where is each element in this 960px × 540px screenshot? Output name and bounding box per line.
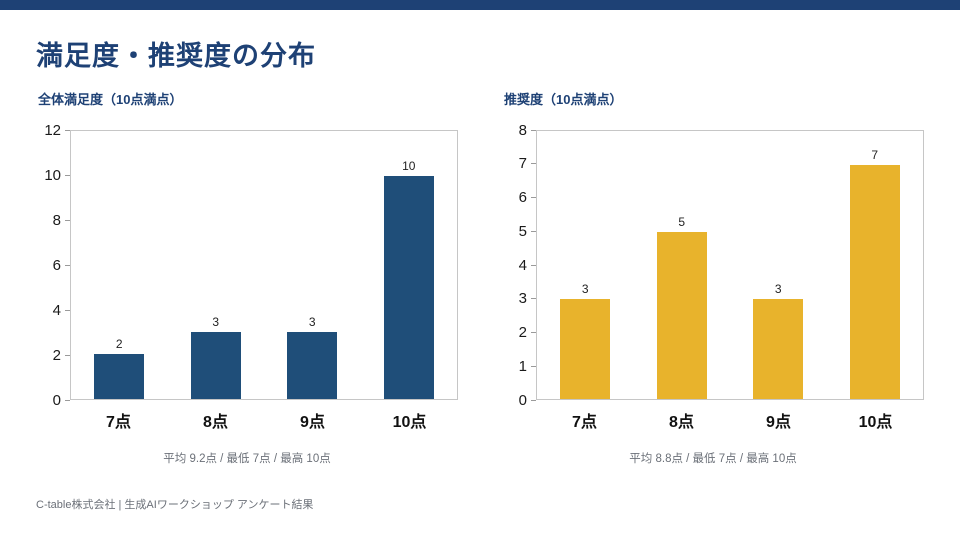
recommendation-chart-caption: 平均 8.8点 / 最低 7点 / 最高 10点: [629, 453, 797, 465]
satisfaction-chart-caption: 平均 9.2点 / 最低 7点 / 最高 10点: [163, 453, 331, 465]
bar-value-label: 3: [212, 315, 220, 329]
x-axis-label: 8点: [669, 414, 694, 431]
plot-wrap: 3 5 3 7 7点 8点 9点 10点: [536, 130, 924, 432]
satisfaction-chart-title: 全体満足度（10点満点）: [38, 92, 183, 107]
bar-group: 3: [537, 131, 634, 399]
bar-value-label: 5: [678, 214, 686, 229]
bar: [94, 354, 145, 399]
satisfaction-bar-chart: 12 10 8 6 4 2 0 2 3 3 10 7点 8点 9点 10点: [36, 121, 458, 432]
page-title: 満足度・推奨度の分布: [36, 41, 316, 71]
plot-area: 2 3 3 10: [70, 130, 458, 400]
bar: [656, 231, 707, 399]
footer-text: C-table株式会社 | 生成AIワークショップ アンケート結果: [36, 499, 314, 511]
x-axis-label: 9点: [300, 414, 325, 431]
recommendation-chart-title: 推奨度（10点満点）: [504, 92, 623, 107]
x-axis-label: 7点: [106, 414, 131, 431]
plot-wrap: 2 3 3 10 7点 8点 9点 10点: [70, 130, 458, 432]
satisfaction-chart-section: 全体満足度（10点満点） 12 10 8 6 4 2 0 2 3 3 10 7点 8点 9点 10点 平…: [36, 89, 458, 466]
bar: [190, 332, 241, 399]
bar: [383, 175, 434, 399]
x-axis-label: 10点: [858, 414, 893, 431]
bar: [287, 332, 338, 399]
x-axis-label: 9点: [766, 414, 791, 431]
bar: [753, 298, 804, 399]
top-accent-bar: [0, 0, 960, 10]
bar-group: 7: [827, 131, 924, 399]
bar: [849, 164, 900, 399]
bar-value-label: 7: [871, 147, 879, 162]
charts-row: 全体満足度（10点満点） 12 10 8 6 4 2 0 2 3 3 10 7点 8点 9点 10点 平…: [0, 89, 960, 466]
bar-value-label: 3: [308, 315, 316, 329]
bar-value-label: 3: [774, 281, 782, 296]
bar-group: 3: [168, 131, 265, 399]
x-axis: 7点 8点 9点 10点: [536, 408, 924, 432]
bar-group: 10: [361, 131, 458, 399]
bar-value-label: 2: [115, 337, 123, 352]
bar-value-label: 10: [402, 158, 416, 173]
bar-group: 3: [730, 131, 827, 399]
bar-group: 5: [634, 131, 731, 399]
plot-area: 3 5 3 7: [536, 130, 924, 400]
y-axis: 12 10 8 6 4 2 0: [44, 121, 61, 409]
bar-group: 2: [71, 131, 168, 399]
x-axis-label: 10点: [392, 414, 427, 431]
bar: [560, 298, 611, 399]
x-axis: 7点 8点 9点 10点: [70, 408, 458, 432]
bar-group: 3: [264, 131, 361, 399]
x-axis-label: 8点: [203, 414, 228, 431]
bar-value-label: 3: [581, 281, 589, 296]
x-axis-label: 7点: [572, 414, 597, 431]
